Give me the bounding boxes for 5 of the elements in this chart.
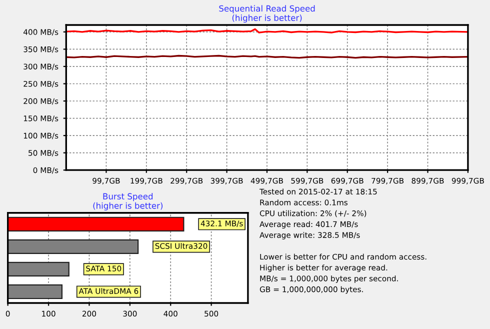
chart-title: Burst Speed (103, 193, 153, 202)
chart-subtitle: (higher is better) (93, 202, 163, 210)
chart-subtitle: (higher is better) (232, 14, 302, 23)
chart-title: Sequential Read Speed (219, 5, 315, 14)
bar (8, 216, 184, 232)
